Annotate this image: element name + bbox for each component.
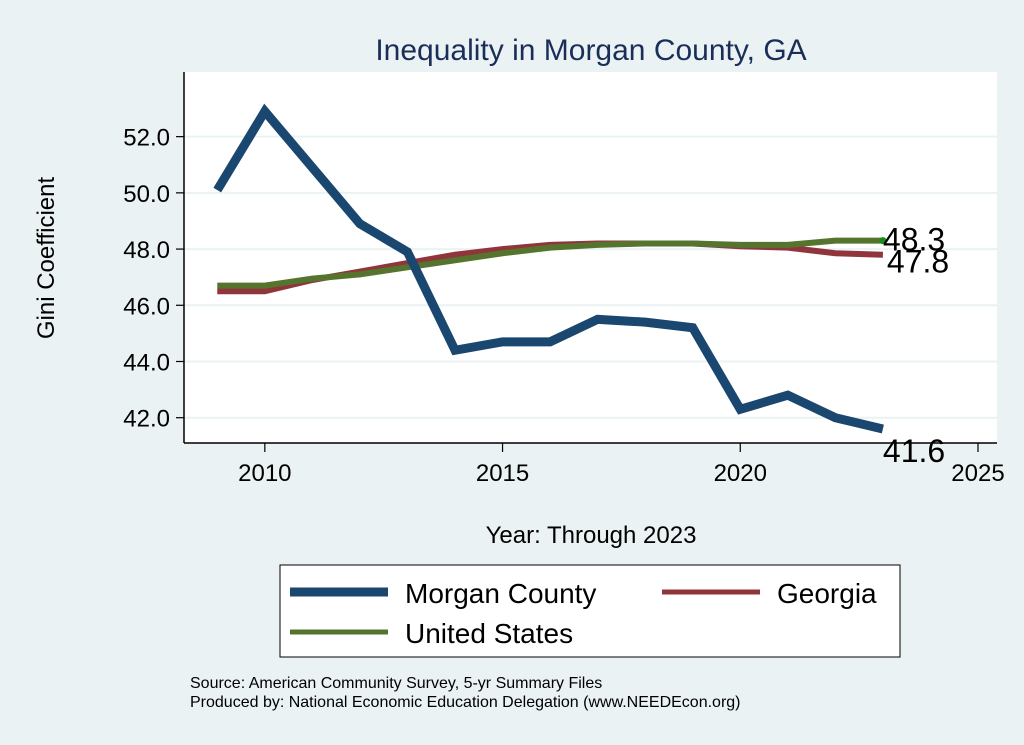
y-tick-label: 42.0: [123, 406, 170, 433]
end-label-united-states: 48.3: [883, 222, 945, 258]
x-axis-title: Year: Through 2023: [486, 522, 697, 549]
x-tick-label: 2020: [714, 460, 767, 487]
gridlines: [184, 135, 997, 419]
legend: Morgan County Georgia United States: [279, 564, 901, 658]
y-axis-title: Gini Coefficient: [33, 177, 60, 340]
plot-area: [184, 72, 997, 443]
y-tick-label: 46.0: [123, 293, 170, 320]
y-tick-label: 52.0: [123, 125, 170, 152]
legend-box: [279, 564, 901, 658]
legend-label-united-states: United States: [405, 618, 573, 649]
producer-note: Produced by: National Economic Education…: [190, 694, 741, 711]
legend-label-morgan-county: Morgan County: [405, 578, 596, 609]
source-note: Source: American Community Survey, 5-yr …: [190, 675, 602, 692]
series-lines: [213, 103, 887, 434]
y-tick-label: 50.0: [123, 181, 170, 208]
x-tick-label: 2015: [476, 460, 529, 487]
y-tick-label: 48.0: [123, 237, 170, 264]
chart-title: Inequality in Morgan County, GA: [375, 34, 806, 67]
end-label-georgia: 47.8: [887, 244, 949, 280]
end-marker-united-states: [879, 237, 887, 245]
legend-label-georgia: Georgia: [777, 578, 877, 609]
x-tick-label: 2025: [951, 460, 1004, 487]
end-label-morgan-county: 41.6: [883, 433, 945, 469]
y-tick-label: 44.0: [123, 349, 170, 376]
axes: 42.0 44.0 46.0 48.0 50.0 52.0 2010 2015 2020 2025: [123, 72, 1005, 487]
end-labels: 41.6 47.848.3: [883, 222, 949, 469]
x-tick-label: 2010: [238, 460, 291, 487]
